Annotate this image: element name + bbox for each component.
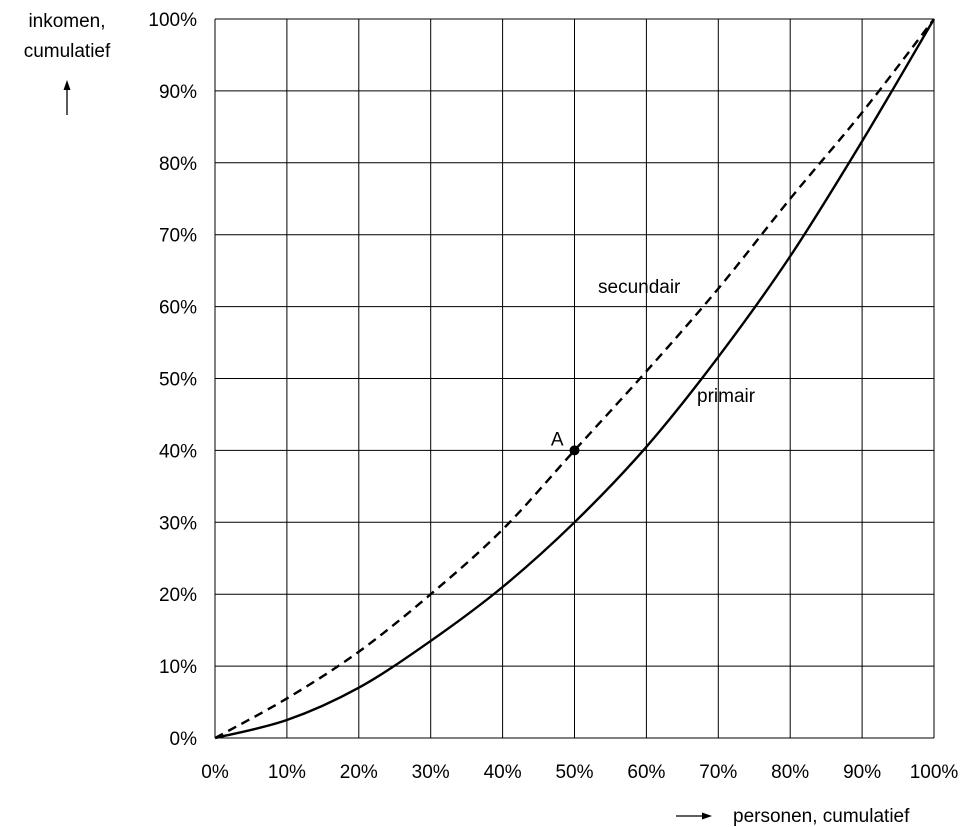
annotations: A bbox=[551, 429, 580, 456]
y-tick-label: 20% bbox=[159, 585, 197, 606]
x-tick-labels: 0% 10% 20% 30% 40% 50% 60% 70% 80% 90% 100% bbox=[201, 762, 958, 783]
series-label-secundair: secundair bbox=[598, 277, 681, 298]
series-label-primair: primair bbox=[697, 386, 756, 407]
x-tick-label: 60% bbox=[627, 762, 665, 783]
x-tick-label: 50% bbox=[555, 762, 593, 783]
y-axis-label-line1: inkomen, bbox=[28, 11, 105, 32]
x-tick-label: 40% bbox=[484, 762, 522, 783]
y-tick-label: 10% bbox=[159, 657, 197, 678]
annotation-label: A bbox=[551, 429, 564, 450]
y-tick-label: 90% bbox=[159, 82, 197, 103]
grid bbox=[214, 18, 935, 739]
x-tick-label: 30% bbox=[412, 762, 450, 783]
y-tick-label: 40% bbox=[159, 441, 197, 462]
x-tick-label: 10% bbox=[268, 762, 306, 783]
x-tick-label: 90% bbox=[843, 762, 881, 783]
y-tick-label: 0% bbox=[170, 729, 198, 750]
y-tick-label: 100% bbox=[148, 10, 197, 31]
series-line-primair bbox=[214, 18, 936, 740]
series-layer: secundair primair bbox=[214, 18, 936, 740]
x-axis-arrow-icon bbox=[676, 812, 712, 820]
x-tick-label: 80% bbox=[771, 762, 809, 783]
y-axis-label-line2: cumulatief bbox=[24, 41, 111, 62]
x-axis-label: personen, cumulatief bbox=[733, 806, 910, 827]
y-tick-label: 30% bbox=[159, 513, 197, 534]
y-tick-label: 70% bbox=[159, 226, 197, 247]
x-tick-label: 0% bbox=[201, 762, 229, 783]
y-tick-label: 60% bbox=[159, 298, 197, 319]
series-line-secundair bbox=[214, 18, 935, 740]
y-tick-label: 50% bbox=[159, 370, 197, 391]
y-tick-labels: 0% 10% 20% 30% 40% 50% 60% 70% 80% 90% 100% bbox=[148, 10, 197, 750]
annotation-point bbox=[569, 445, 580, 456]
x-tick-label: 20% bbox=[340, 762, 378, 783]
x-tick-label: 100% bbox=[910, 762, 959, 783]
y-axis-arrow-icon bbox=[63, 80, 71, 115]
x-tick-label: 70% bbox=[699, 762, 737, 783]
y-tick-label: 80% bbox=[159, 154, 197, 175]
